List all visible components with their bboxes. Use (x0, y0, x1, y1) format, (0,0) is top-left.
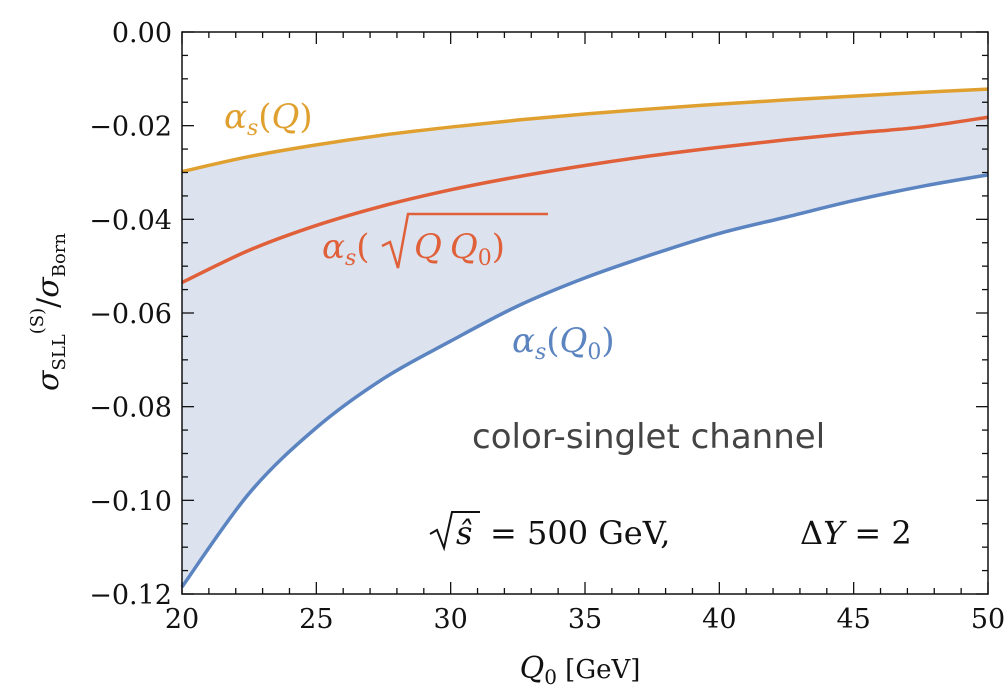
series-label-alpha-q0: αs(Q0) (512, 321, 615, 365)
x-tick-label: 35 (568, 604, 602, 635)
y-tick-label: −0.12 (89, 580, 172, 611)
series-line-0 (181, 87, 989, 174)
annotation-kinematics: ŝ = 500 GeV, ΔY = 2 (429, 511, 912, 552)
axis-ticks (181, 31, 989, 595)
y-tick-label: −0.02 (89, 112, 172, 143)
x-tick-label: 40 (702, 604, 736, 635)
y-tick-label: 0.00 (112, 18, 172, 49)
y-tick-label: −0.06 (89, 299, 172, 330)
x-tick-label: 30 (433, 604, 467, 635)
series-label-alpha-sqrt: αs( Q Q0) (322, 212, 548, 271)
x-axis-title: Q0 [GeV] (520, 651, 641, 689)
y-tick-label: −0.04 (89, 205, 172, 236)
y-tick-labels: 0.00 −0.02 −0.04 −0.06 −0.08 −0.10 −0.12 (89, 18, 172, 611)
series-label-alpha-q: αs(Q) (224, 97, 313, 141)
x-tick-label: 45 (836, 604, 870, 635)
x-tick-labels: 20 25 30 35 40 45 50 (165, 604, 1005, 635)
series-line-2 (180, 173, 989, 588)
series-line-1 (181, 115, 989, 285)
x-tick-label: 25 (299, 604, 333, 635)
svg-text:ΔY = 2: ΔY = 2 (800, 514, 912, 552)
svg-text:QQ0): Q Q0) (414, 227, 505, 271)
x-tick-label: 50 (971, 604, 1005, 635)
series-lines (180, 87, 989, 588)
y-tick-label: −0.10 (89, 486, 172, 517)
uncertainty-band (182, 89, 988, 587)
y-axis-title: σSLL(S)/σBorn (27, 233, 70, 391)
svg-text:αs(: αs( (322, 227, 370, 271)
svg-text:= 500 GeV,: = 500 GeV, (490, 514, 670, 552)
svg-text:ŝ: ŝ (456, 514, 472, 552)
y-tick-label: −0.08 (89, 393, 172, 424)
x-tick-label: 20 (165, 604, 199, 635)
annotation-channel: color-singlet channel (472, 417, 825, 457)
